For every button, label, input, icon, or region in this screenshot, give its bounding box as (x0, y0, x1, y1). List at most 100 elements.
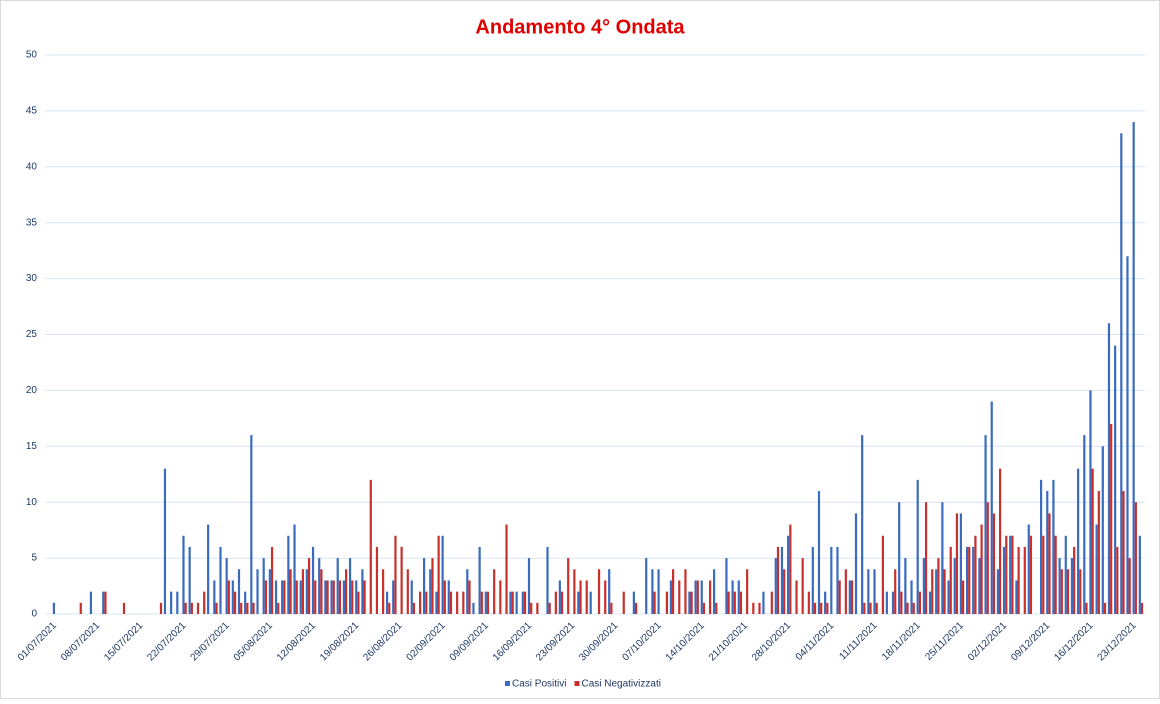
bar (311, 546, 315, 614)
bar (968, 546, 971, 614)
bar (1027, 524, 1030, 614)
bar (589, 591, 592, 614)
bar (1042, 535, 1045, 614)
bar (435, 591, 438, 614)
bar (776, 546, 780, 614)
bar (293, 524, 296, 614)
bar (324, 580, 327, 614)
bar (836, 546, 839, 614)
bar (484, 591, 487, 614)
bar (523, 591, 527, 614)
bar (363, 580, 366, 614)
bar (443, 580, 446, 614)
bar (955, 513, 959, 614)
bar (388, 602, 391, 614)
bar (762, 591, 765, 614)
bar (509, 591, 512, 614)
bar (468, 580, 471, 614)
bar (456, 591, 459, 614)
bar (225, 558, 228, 614)
y-tick-label: 25 (26, 329, 38, 340)
bar (505, 524, 508, 614)
bar (466, 569, 469, 614)
bar (1073, 546, 1076, 614)
bar (1134, 502, 1137, 614)
bar (394, 535, 397, 614)
bar (1005, 535, 1008, 614)
y-tick-label: 15 (26, 441, 38, 452)
bar (928, 591, 932, 614)
bar (961, 580, 965, 614)
bar (783, 569, 786, 614)
bar (326, 580, 329, 614)
bar (449, 591, 453, 614)
bar (338, 580, 342, 614)
bar (1140, 602, 1144, 614)
bar (632, 591, 635, 614)
bar (863, 602, 866, 614)
bar (657, 569, 660, 614)
bar (357, 591, 360, 614)
bar (213, 580, 216, 614)
bar (548, 602, 551, 614)
bar (1128, 558, 1131, 614)
bar (558, 580, 561, 614)
bar (429, 569, 432, 614)
bar (1040, 479, 1043, 614)
bar (244, 591, 247, 614)
bar (1122, 491, 1125, 614)
bar (277, 602, 280, 614)
bar (52, 602, 55, 614)
bar (712, 569, 716, 614)
bar (1029, 535, 1033, 614)
bar (320, 569, 323, 614)
bar (437, 535, 440, 614)
bar (431, 558, 434, 614)
bar (1002, 546, 1006, 614)
bar (669, 580, 672, 614)
bar (780, 546, 784, 614)
bar (79, 602, 82, 614)
bar (231, 580, 234, 614)
bar (375, 546, 379, 614)
bar (546, 546, 549, 614)
bar (462, 591, 465, 614)
bar (554, 591, 557, 614)
bar (536, 602, 539, 614)
bar (725, 558, 728, 614)
bar (770, 591, 773, 614)
bar (1101, 446, 1104, 614)
bar (1083, 435, 1086, 614)
bar (527, 558, 531, 614)
bar (959, 513, 962, 614)
bar (1009, 535, 1012, 614)
y-tick-label: 35 (26, 217, 38, 228)
bar (869, 602, 872, 614)
bar (918, 591, 921, 614)
bar (604, 580, 607, 614)
bar (301, 569, 304, 614)
bar (410, 580, 413, 614)
bar (1114, 345, 1117, 614)
bar (924, 502, 928, 614)
bar (246, 602, 249, 614)
bar (665, 591, 669, 614)
bar (992, 513, 996, 614)
bar (746, 569, 749, 614)
bar (295, 580, 298, 614)
bar (577, 591, 580, 614)
bar (789, 524, 792, 614)
legend-label: Casi Positivi (512, 679, 566, 690)
bar (739, 591, 743, 614)
bar (850, 580, 854, 614)
bar (824, 591, 827, 614)
bar (104, 591, 107, 614)
bar (1110, 423, 1113, 614)
bar (702, 602, 706, 614)
bar (597, 569, 601, 614)
bar (305, 569, 308, 614)
y-tick-label: 5 (31, 553, 37, 564)
bar (425, 591, 428, 614)
bar (1023, 546, 1026, 614)
bar (715, 602, 718, 614)
